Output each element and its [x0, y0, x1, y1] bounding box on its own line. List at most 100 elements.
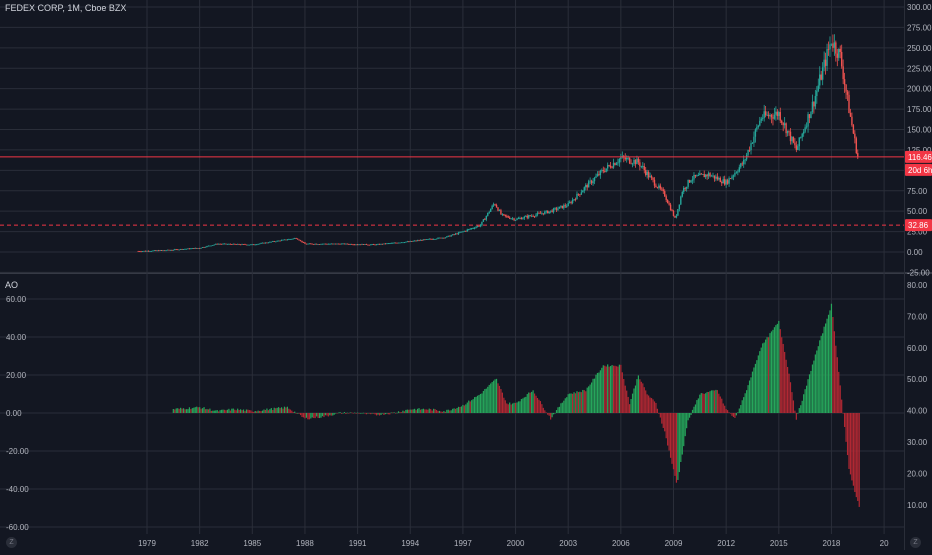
- ao-bar: [453, 408, 455, 413]
- ao-bar: [317, 413, 319, 419]
- ao-left-tick-label: 60.00: [6, 295, 27, 304]
- candle-body: [340, 243, 343, 245]
- ao-bar: [466, 402, 468, 413]
- ao-bar: [731, 413, 733, 416]
- candle-body: [589, 180, 591, 182]
- candle-body: [832, 43, 834, 48]
- candle-body: [595, 176, 597, 178]
- ao-bar: [301, 413, 303, 417]
- ao-bar: [297, 413, 299, 414]
- candle-body: [829, 44, 831, 50]
- x-tick-label: 1979: [138, 539, 156, 548]
- candle-body: [810, 111, 812, 119]
- candle-body: [428, 238, 430, 240]
- candle-body: [699, 173, 701, 176]
- ao-bar: [829, 310, 831, 413]
- candle-body: [693, 174, 695, 180]
- ao-bar: [852, 413, 854, 486]
- candle-body: [332, 243, 334, 245]
- candle-body: [403, 242, 406, 244]
- ao-bar: [497, 383, 499, 413]
- ao-bar: [438, 410, 441, 413]
- candle-body: [321, 243, 324, 245]
- ao-bar: [295, 413, 297, 414]
- symbol-title[interactable]: FEDEX CORP, 1M, Cboe BZX: [5, 3, 127, 13]
- candle-body: [626, 157, 628, 160]
- ao-bar: [858, 413, 860, 507]
- candle-body: [571, 199, 574, 204]
- candle-body: [282, 239, 284, 241]
- price-tick-label: 0.00: [907, 248, 923, 257]
- ao-bar: [688, 413, 691, 418]
- candle-body: [760, 118, 762, 121]
- ao-bar: [318, 413, 321, 419]
- candle-body: [146, 250, 148, 252]
- candle-body: [389, 243, 391, 245]
- indicator-title[interactable]: AO: [5, 280, 19, 290]
- ao-bar: [820, 335, 822, 413]
- candle-body: [479, 225, 482, 227]
- candle-body: [194, 247, 196, 249]
- ao-bar: [671, 413, 673, 464]
- ao-bar: [266, 408, 268, 413]
- ao-bar: [705, 393, 707, 413]
- ao-bar: [801, 400, 803, 413]
- candle-body: [494, 204, 496, 206]
- candle-body: [653, 179, 656, 186]
- candle-body: [247, 244, 249, 246]
- ao-bar: [703, 393, 705, 413]
- ao-bar: [222, 409, 224, 413]
- ao-bar: [210, 410, 212, 413]
- candle-body: [475, 226, 477, 229]
- candle-body: [767, 114, 770, 117]
- candle-body: [776, 111, 779, 117]
- ao-bar: [218, 411, 220, 413]
- candle-body: [166, 249, 169, 251]
- ao-bar: [424, 409, 426, 413]
- candle-body: [190, 248, 192, 250]
- candle-body: [510, 218, 512, 220]
- candle-body: [596, 174, 599, 177]
- candle-body: [687, 179, 689, 187]
- candle-body: [555, 208, 558, 210]
- ao-bar: [664, 413, 666, 432]
- ao-bar: [333, 413, 335, 415]
- ao-bar: [390, 412, 392, 414]
- ao-bar: [838, 371, 840, 413]
- candle-body: [764, 111, 767, 116]
- candle-body: [725, 180, 727, 185]
- candle-body: [640, 166, 643, 167]
- ao-bar: [804, 389, 806, 413]
- candle-body: [174, 249, 176, 251]
- ao-bar: [851, 413, 853, 481]
- ao-bar: [408, 409, 410, 413]
- ao-bar: [633, 388, 635, 413]
- candle-body: [743, 159, 745, 165]
- candle-body: [251, 244, 253, 246]
- candle-body: [150, 251, 153, 252]
- candle-body: [406, 241, 409, 243]
- candle-body: [816, 90, 818, 97]
- ao-bar: [206, 409, 208, 413]
- candle-body: [855, 138, 858, 154]
- x-tick-label: 1997: [454, 539, 472, 548]
- support-price-badge: 32.86: [908, 221, 929, 230]
- candle-body: [394, 242, 397, 244]
- ao-bar: [203, 407, 205, 413]
- ao-bar: [792, 400, 795, 413]
- ao-bar: [607, 364, 609, 413]
- candle-body: [509, 217, 511, 219]
- zoom-reset-right-icon[interactable]: Z: [910, 537, 921, 548]
- x-tick-label: 2003: [559, 539, 577, 548]
- zoom-reset-left-icon[interactable]: Z: [6, 537, 17, 548]
- candle-body: [656, 187, 659, 188]
- ao-bar: [786, 366, 789, 413]
- candle-body: [450, 235, 452, 237]
- candle-body: [762, 118, 764, 119]
- ao-bar: [190, 409, 192, 413]
- ao-bar: [841, 399, 843, 413]
- candle-body: [797, 146, 799, 151]
- ao-bar: [629, 404, 631, 413]
- ao-bar: [493, 380, 495, 413]
